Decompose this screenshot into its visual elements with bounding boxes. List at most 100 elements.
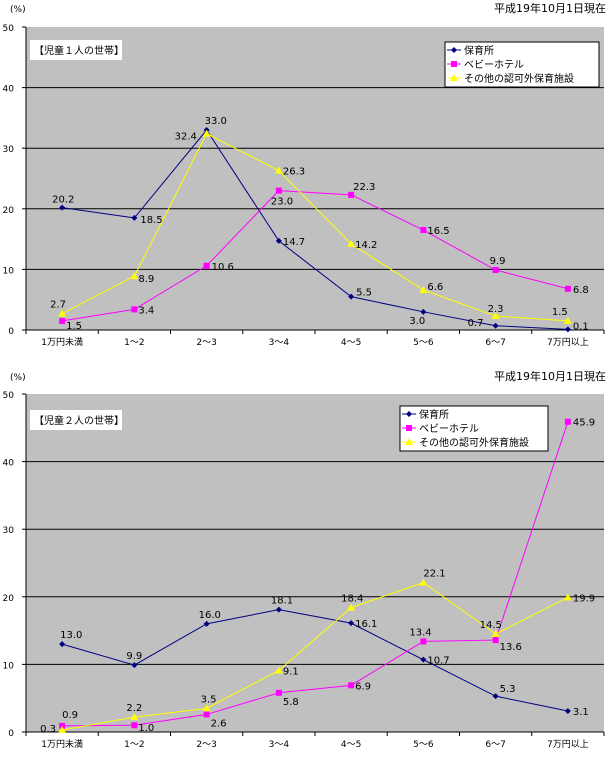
data-label: 1.0	[138, 723, 154, 734]
x-tick-label: 2～3	[196, 338, 216, 348]
date-note: 平成19年10月1日現在	[494, 1, 606, 15]
data-label: 2.2	[126, 703, 142, 714]
data-label: 9.1	[283, 666, 299, 677]
series-1	[59, 606, 571, 715]
marker-triangle	[130, 272, 139, 280]
subplot-title: 【児童１人の世帯】	[34, 44, 124, 57]
data-label: 9.9	[126, 651, 142, 662]
data-label: 2.3	[488, 304, 504, 315]
data-labels-series-1: 13.0 9.9 16.0 18.1 16.1 10.7 5.3 3.1	[60, 596, 589, 718]
date-note: 平成19年10月1日現在	[494, 369, 606, 383]
x-tick-label: 3～4	[269, 338, 290, 348]
data-labels-series-2: 1.5 3.4 10.6 23.0 22.3 16.5 9.9 6.8	[66, 182, 589, 332]
series-line	[61, 132, 568, 322]
data-label: 45.9	[573, 418, 595, 429]
series-3	[58, 578, 572, 733]
series-line	[62, 190, 569, 322]
data-label: 33.0	[205, 116, 227, 127]
data-label: 13.0	[60, 630, 82, 641]
y-tick-label: 0	[8, 327, 14, 337]
marker-square	[492, 267, 499, 274]
data-label: 1.5	[552, 307, 568, 318]
data-labels-series-3: 0.3 2.2 3.5 9.1 18.4 22.1 14.5 19.9	[40, 569, 595, 735]
marker-square	[59, 317, 66, 324]
data-label: 2.6	[211, 718, 227, 729]
data-label: 3.1	[573, 707, 589, 718]
data-labels-series-1: 20.2 18.5 33.0 14.7 5.5 3.0 0.7 0.1	[52, 116, 589, 332]
series-2	[59, 418, 571, 729]
marker-diamond	[59, 204, 66, 211]
data-label: 10.6	[212, 262, 234, 273]
series-3	[58, 129, 572, 324]
legend-label: その他の認可外保育施設	[464, 72, 574, 85]
data-label: 16.0	[199, 610, 221, 621]
data-label: 20.2	[52, 195, 74, 206]
marker-diamond	[131, 214, 138, 221]
data-label: 32.4	[175, 132, 197, 143]
marker-triangle	[491, 312, 500, 320]
data-label: 16.5	[427, 226, 449, 237]
y-unit-label: (%)	[10, 5, 26, 15]
data-label: 18.4	[341, 594, 363, 605]
marker-triangle	[419, 578, 428, 586]
x-tick-label: 1万円未満	[41, 336, 83, 348]
marker-square	[275, 689, 282, 696]
marker-square	[492, 637, 499, 644]
marker-triangle	[419, 286, 428, 294]
marker-triangle	[274, 166, 283, 174]
subplot-title: 【児童２人の世帯】	[34, 414, 124, 427]
subplot-title-box	[30, 410, 122, 430]
marker-diamond	[275, 606, 282, 613]
data-label: 0.9	[62, 710, 78, 721]
y-tick-label: 10	[3, 266, 15, 276]
series-line	[62, 421, 569, 727]
y-unit-label: (%)	[10, 373, 26, 383]
marker-triangle	[58, 725, 67, 733]
marker-square	[564, 285, 571, 292]
marker-triangle	[347, 239, 356, 247]
data-label: 19.9	[573, 593, 595, 604]
legend-box	[444, 41, 600, 88]
chart-1: (%) 平成19年10月1日現在 0 10 20 30 40 50 1万円未満 1～2 2～3 3～4…	[3, 1, 606, 348]
marker-square	[406, 425, 412, 431]
data-label: 13.4	[409, 627, 431, 638]
x-tick-label: 5～6	[413, 740, 434, 750]
legend-label: その他の認可外保育施設	[419, 436, 529, 449]
series-line	[61, 609, 568, 712]
legend-label: 保育所	[464, 44, 494, 57]
marker-diamond	[131, 662, 138, 669]
marker-square	[131, 306, 138, 313]
series-line	[62, 582, 569, 731]
marker-square	[420, 638, 427, 645]
y-tick-label: 20	[3, 594, 15, 604]
x-tick-label: 1～2	[124, 740, 144, 750]
data-label: 6.8	[573, 285, 589, 296]
y-tick-label: 0	[8, 729, 14, 739]
marker-triangle	[563, 593, 572, 601]
marker-square	[131, 722, 138, 729]
y-tick-label: 20	[3, 206, 15, 216]
data-label: 0.7	[468, 318, 484, 329]
marker-triangle	[130, 713, 139, 721]
y-tick-label: 10	[3, 661, 15, 671]
data-label: 22.3	[353, 182, 375, 193]
data-label: 6.9	[355, 681, 371, 692]
marker-diamond	[59, 641, 66, 648]
data-label: 5.8	[283, 697, 299, 708]
data-label: 5.3	[500, 684, 516, 695]
marker-square	[420, 227, 427, 234]
x-tick-label: 2～3	[196, 740, 216, 750]
series-line	[62, 129, 568, 330]
data-label: 18.5	[140, 215, 162, 226]
x-tick-label: 1～2	[124, 338, 144, 348]
data-label: 8.9	[138, 274, 154, 285]
data-label: 3.0	[409, 316, 425, 327]
x-tick-label: 4～5	[341, 740, 361, 750]
data-label: 1.5	[66, 321, 82, 332]
y-tick-label: 30	[3, 145, 15, 155]
marker-triangle	[202, 704, 211, 712]
marker-triangle	[450, 74, 458, 81]
